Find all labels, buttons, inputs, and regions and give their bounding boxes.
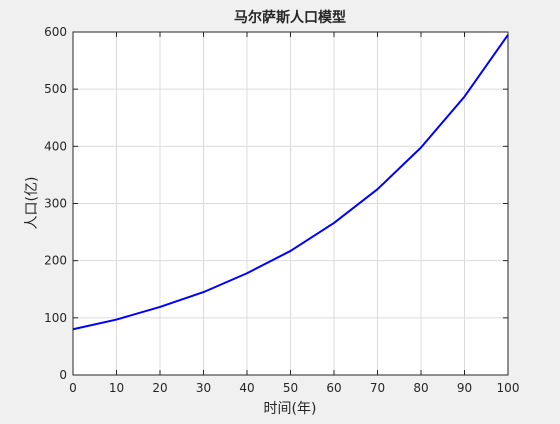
y-axis-label: 人口(亿) (24, 177, 40, 230)
series-line (72, 34, 509, 331)
chart-title: 马尔萨斯人口模型 (234, 9, 346, 26)
y-tick-label: 500 (44, 82, 67, 96)
y-tick-label: 0 (59, 368, 67, 382)
series-group (72, 34, 509, 331)
x-tick-label: 90 (457, 381, 472, 395)
x-tick-label: 0 (69, 381, 77, 395)
x-axis-label: 时间(年) (264, 401, 317, 417)
x-tick-label: 20 (152, 381, 167, 395)
y-tick-label: 200 (44, 254, 67, 268)
y-tick-label: 400 (44, 139, 67, 153)
x-tick-label: 60 (326, 381, 341, 395)
x-tick-label: 50 (283, 381, 298, 395)
x-tick-label: 10 (109, 381, 124, 395)
y-tick-label: 100 (44, 311, 67, 325)
x-tick-label: 70 (370, 381, 385, 395)
x-tick-label: 30 (196, 381, 211, 395)
x-tick-label: 100 (497, 381, 520, 395)
x-tick-label: 80 (413, 381, 428, 395)
axis-ticks: 0 10 20 30 40 50 60 70 80 90 100 0 100 200 300 400 500 60… (44, 25, 519, 395)
y-tick-label: 600 (44, 25, 67, 39)
x-tick-label: 40 (239, 381, 254, 395)
y-tick-label: 300 (44, 197, 67, 211)
